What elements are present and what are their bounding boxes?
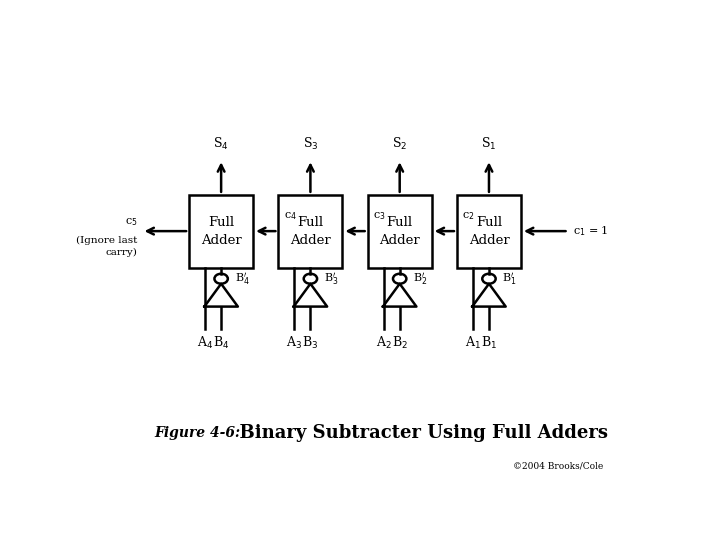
Text: B$_1$: B$_1$ bbox=[481, 334, 497, 350]
Text: (Ignore last
carry): (Ignore last carry) bbox=[76, 236, 137, 257]
Text: c$_1$ = 1: c$_1$ = 1 bbox=[573, 224, 608, 238]
Text: A$_1$: A$_1$ bbox=[465, 334, 481, 350]
Bar bbox=[279, 195, 343, 267]
Bar bbox=[457, 195, 521, 267]
Text: Figure 4-6:: Figure 4-6: bbox=[154, 426, 240, 440]
Text: A$_4$: A$_4$ bbox=[197, 334, 213, 350]
Text: S$_4$: S$_4$ bbox=[213, 136, 229, 152]
Text: A$_3$: A$_3$ bbox=[287, 334, 302, 350]
Text: B$_3'$: B$_3'$ bbox=[324, 271, 338, 287]
Text: S$_2$: S$_2$ bbox=[392, 136, 408, 152]
Text: c$_3$: c$_3$ bbox=[373, 210, 386, 222]
Text: Binary Subtracter Using Full Adders: Binary Subtracter Using Full Adders bbox=[227, 424, 608, 442]
Text: B$_4$: B$_4$ bbox=[213, 334, 229, 350]
Text: ©2004 Brooks/Cole: ©2004 Brooks/Cole bbox=[513, 461, 603, 470]
Text: Full
Adder: Full Adder bbox=[201, 215, 241, 247]
Text: c$_5$: c$_5$ bbox=[125, 216, 137, 228]
Text: B$_4'$: B$_4'$ bbox=[235, 271, 249, 287]
Bar bbox=[189, 195, 253, 267]
Text: B$_3$: B$_3$ bbox=[302, 334, 318, 350]
Text: B$_2'$: B$_2'$ bbox=[413, 271, 428, 287]
Text: S$_3$: S$_3$ bbox=[302, 136, 318, 152]
Bar bbox=[368, 195, 432, 267]
Text: c$_2$: c$_2$ bbox=[462, 210, 475, 222]
Text: B$_1'$: B$_1'$ bbox=[503, 271, 517, 287]
Text: Full
Adder: Full Adder bbox=[290, 215, 330, 247]
Text: c$_4$: c$_4$ bbox=[284, 210, 297, 222]
Text: Full
Adder: Full Adder bbox=[469, 215, 509, 247]
Text: Full
Adder: Full Adder bbox=[379, 215, 420, 247]
Text: S$_1$: S$_1$ bbox=[481, 136, 497, 152]
Text: A$_2$: A$_2$ bbox=[376, 334, 392, 350]
Text: B$_2$: B$_2$ bbox=[392, 334, 408, 350]
